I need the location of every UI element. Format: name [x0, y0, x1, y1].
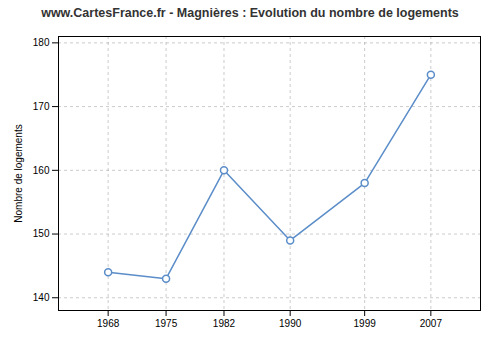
svg-text:1982: 1982 — [213, 318, 236, 329]
svg-text:1968: 1968 — [97, 318, 120, 329]
svg-text:170: 170 — [33, 101, 50, 112]
svg-text:2007: 2007 — [420, 318, 443, 329]
svg-text:180: 180 — [33, 37, 50, 48]
svg-text:140: 140 — [33, 292, 50, 303]
html-text:www.CartesFrance.fr - Magnière: www.CartesFrance.fr - Magnières : Evolut… — [41, 6, 459, 20]
svg-text:150: 150 — [33, 228, 50, 239]
svg-text:Nombre de logements: Nombre de logements — [13, 124, 24, 222]
svg-text:1999: 1999 — [354, 318, 377, 329]
svg-text:1990: 1990 — [279, 318, 302, 329]
svg-text:1975: 1975 — [155, 318, 178, 329]
svg-text:160: 160 — [33, 165, 50, 176]
